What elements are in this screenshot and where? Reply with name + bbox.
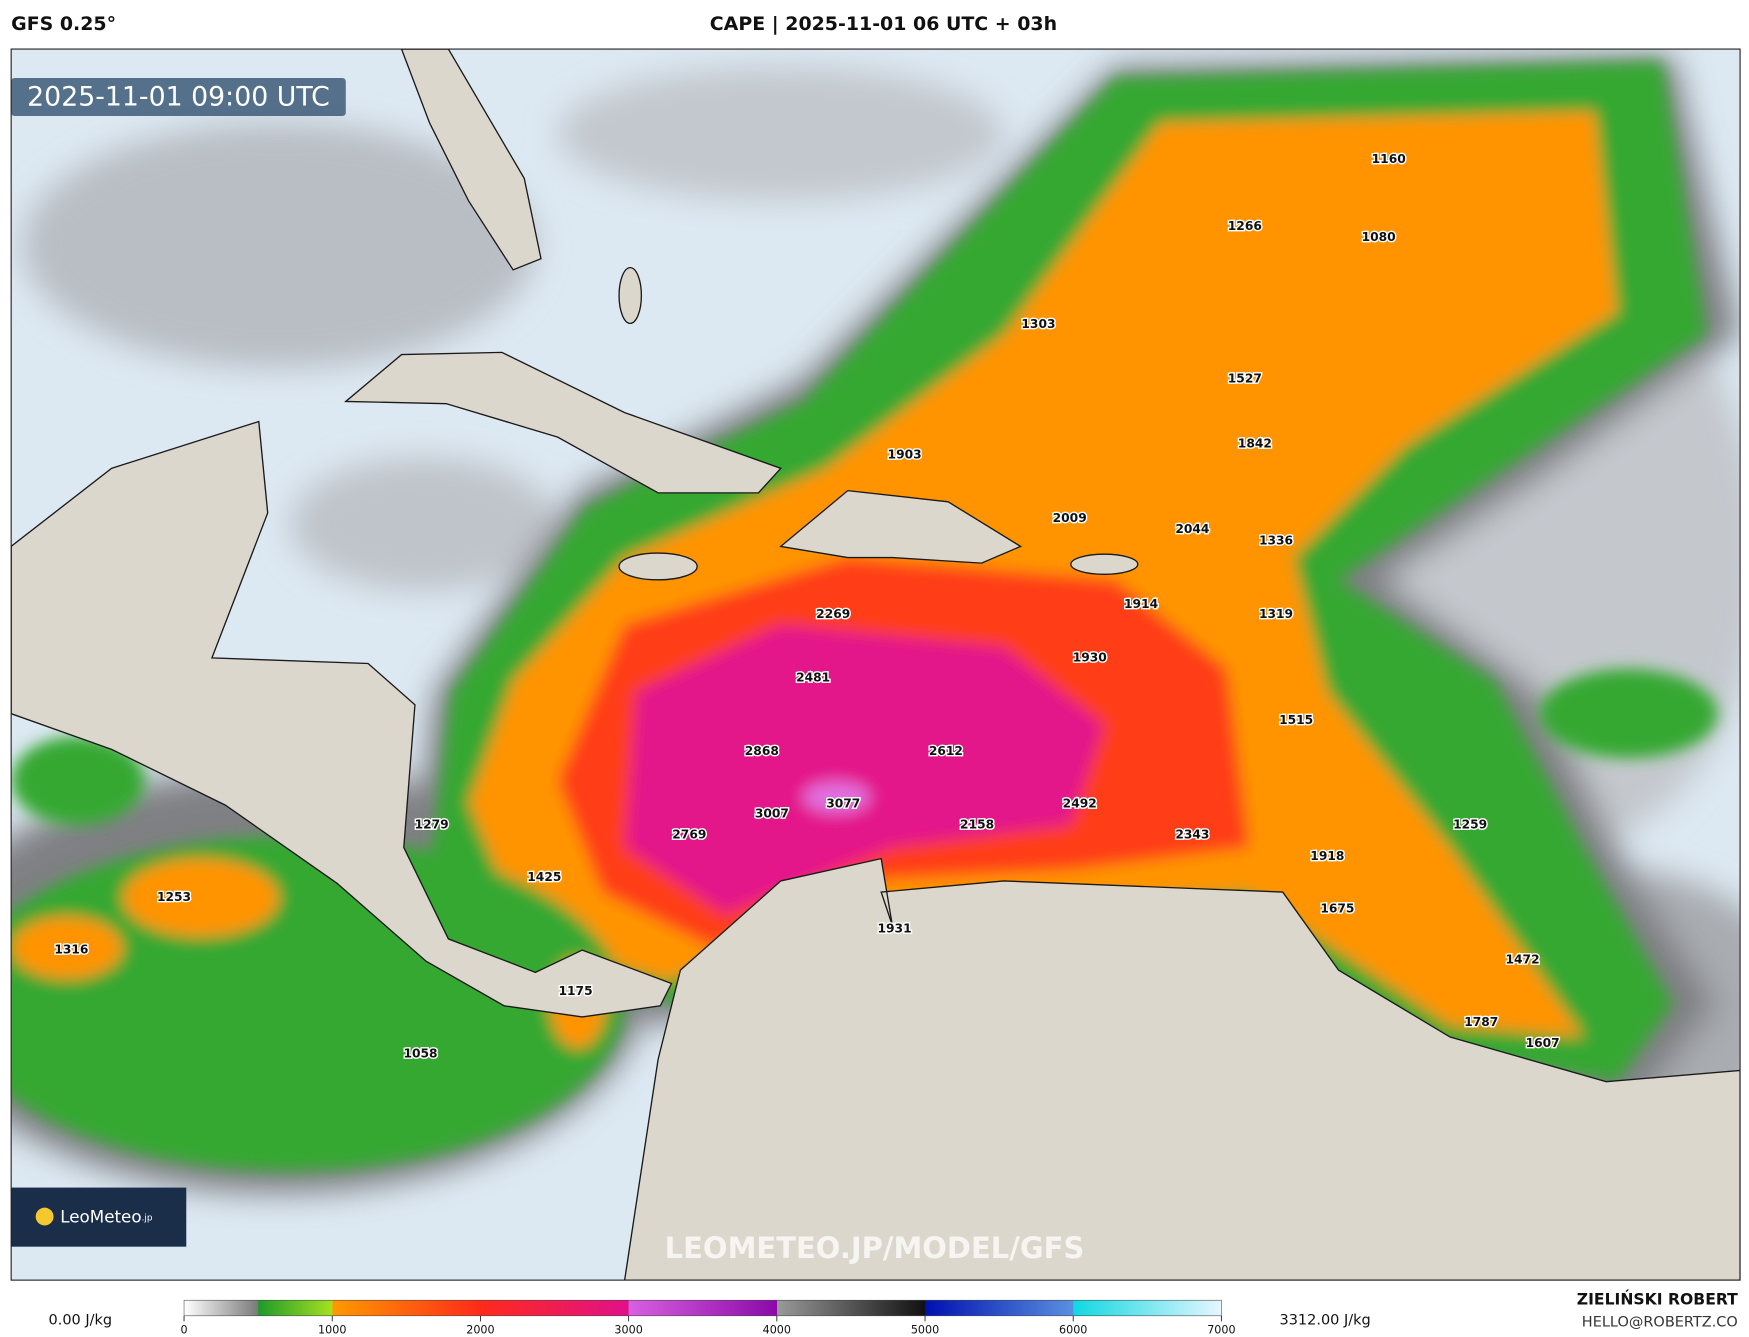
cape-label: 1316 — [54, 943, 88, 957]
value-labels: 1160 1266 1080 1303 1527 1903 1842 2009 2044 1336… — [53, 151, 1561, 1062]
land — [11, 49, 1741, 1281]
cape-label: 2481 — [796, 670, 830, 684]
colorbar-tick-label: 7000 — [1207, 1323, 1235, 1336]
cape-label: 1842 — [1238, 436, 1272, 450]
cape-label: 1515 — [1279, 713, 1313, 727]
logo-name: LeoMeteo — [60, 1206, 141, 1226]
cape-label: 1914 — [1124, 597, 1158, 611]
cape-label: 1903 — [888, 447, 922, 461]
cape-label: 1930 — [1073, 650, 1107, 664]
cape-label: 3007 — [755, 807, 789, 821]
cape-label: 1160 — [1372, 152, 1406, 166]
cape-label: 2009 — [1053, 511, 1087, 525]
cape-label: 3077 — [826, 796, 860, 810]
cape-label: 2769 — [672, 828, 706, 842]
model-name: GFS 0.25° — [11, 13, 116, 35]
author: ZIELIŃSKI ROBERT — [1577, 1290, 1738, 1309]
cape-field — [11, 61, 1718, 1171]
cape-label: 1253 — [157, 890, 191, 904]
cape-label: 1080 — [1362, 230, 1396, 244]
cape-label: 1425 — [527, 870, 561, 884]
logo: LeoMeteo.jp — [60, 1206, 153, 1226]
timestamp-box — [11, 78, 346, 116]
logo-sun — [35, 1207, 54, 1226]
cape-label: 1527 — [1228, 372, 1262, 386]
cape-label: 1279 — [415, 818, 449, 832]
contact: HELLO@ROBERTZ.CO — [1582, 1315, 1738, 1331]
watermark: LEOMETEO.JP/MODEL/GFS — [665, 1231, 1085, 1265]
cape-label: 2868 — [745, 744, 779, 758]
colorbar-tick-label: 0 — [180, 1323, 187, 1336]
cape-label: 1319 — [1259, 607, 1293, 621]
cape-label: 2343 — [1175, 828, 1209, 842]
colorbar-tick-label: 5000 — [911, 1323, 939, 1336]
cape-label: 1675 — [1320, 901, 1354, 915]
cape-label: 1303 — [1021, 317, 1055, 331]
cape-label: 1918 — [1310, 849, 1344, 863]
cape-label: 1175 — [559, 984, 593, 998]
cape-label: 2044 — [1175, 522, 1209, 536]
timestamp: 2025-11-01 09:00 UTC — [27, 82, 330, 113]
colorbar-ticks: 0 1000 2000 3000 4000 5000 6000 7000 — [180, 1315, 1236, 1336]
map: 1160 1266 1080 1303 1527 1903 1842 2009 2044 1336… — [11, 49, 1741, 1281]
map-frame — [10, 48, 1741, 1281]
cape-label: 1336 — [1259, 533, 1293, 547]
colorbar-tick-label: 3000 — [614, 1323, 642, 1336]
cape-label: 1607 — [1526, 1036, 1560, 1050]
cape-label: 1472 — [1506, 953, 1540, 967]
cape-label: 1058 — [403, 1046, 437, 1060]
cape-label: 1931 — [878, 921, 912, 935]
cape-label: 2492 — [1063, 796, 1097, 810]
cape-label: 1787 — [1464, 1015, 1498, 1029]
legend-min: 0.00 J/kg — [49, 1312, 113, 1328]
colorbar-tick-label: 4000 — [763, 1323, 791, 1336]
cape-label: 2158 — [960, 818, 994, 832]
legend-max: 3312.00 J/kg — [1280, 1312, 1371, 1328]
colorbar-tick-label: 1000 — [318, 1323, 346, 1336]
colorbar-tick-label: 2000 — [466, 1323, 494, 1336]
cape-label: 2612 — [929, 744, 963, 758]
cape-label: 2269 — [816, 607, 850, 621]
colorbar — [183, 1299, 1222, 1317]
map-title: CAPE | 2025-11-01 06 UTC + 03h — [710, 13, 1057, 35]
cape-label: 1259 — [1453, 818, 1487, 832]
cape-label: 1266 — [1228, 219, 1262, 233]
logo-suffix: .jp — [142, 1213, 153, 1223]
colorbar-tick-label: 6000 — [1059, 1323, 1087, 1336]
